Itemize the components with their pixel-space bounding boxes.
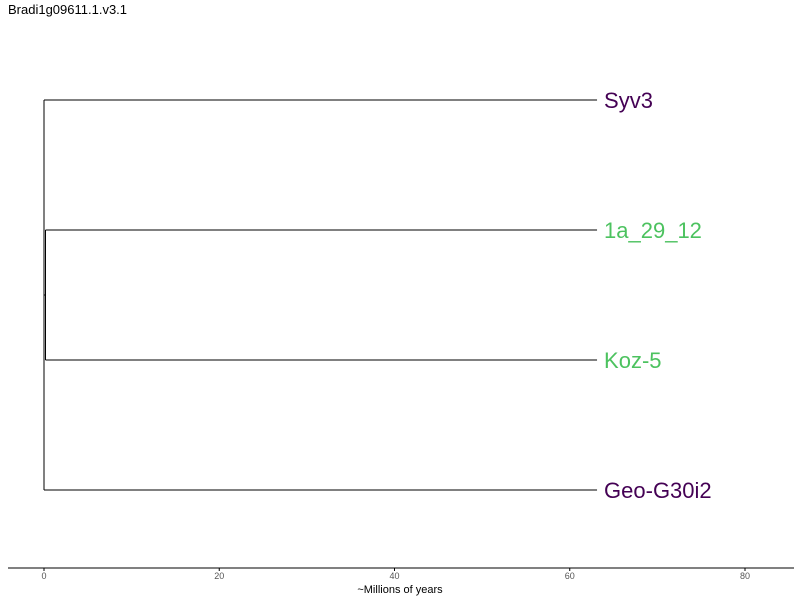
axis-tick-label: 0 (41, 571, 46, 581)
axis-tick-label: 80 (740, 571, 750, 581)
axis-tick-label: 20 (214, 571, 224, 581)
time-axis: 0 20 40 60 80 ~Millions of years (8, 567, 794, 596)
tree-leaves: Syv3 1a_29_12 Koz-5 Geo-G30i2 (604, 88, 712, 503)
tree-branches (43, 99, 598, 491)
axis-ticks: 0 20 40 60 80 (41, 568, 750, 581)
leaf-label: 1a_29_12 (604, 218, 702, 243)
leaf-label: Geo-G30i2 (604, 478, 712, 503)
leaf-label: Syv3 (604, 88, 653, 113)
axis-title: ~Millions of years (357, 584, 443, 596)
axis-tick-label: 40 (389, 571, 399, 581)
diagram-title: Bradi1g09611.1.v3.1 (8, 2, 128, 17)
leaf-label: Koz-5 (604, 348, 661, 373)
axis-tick-label: 60 (565, 571, 575, 581)
